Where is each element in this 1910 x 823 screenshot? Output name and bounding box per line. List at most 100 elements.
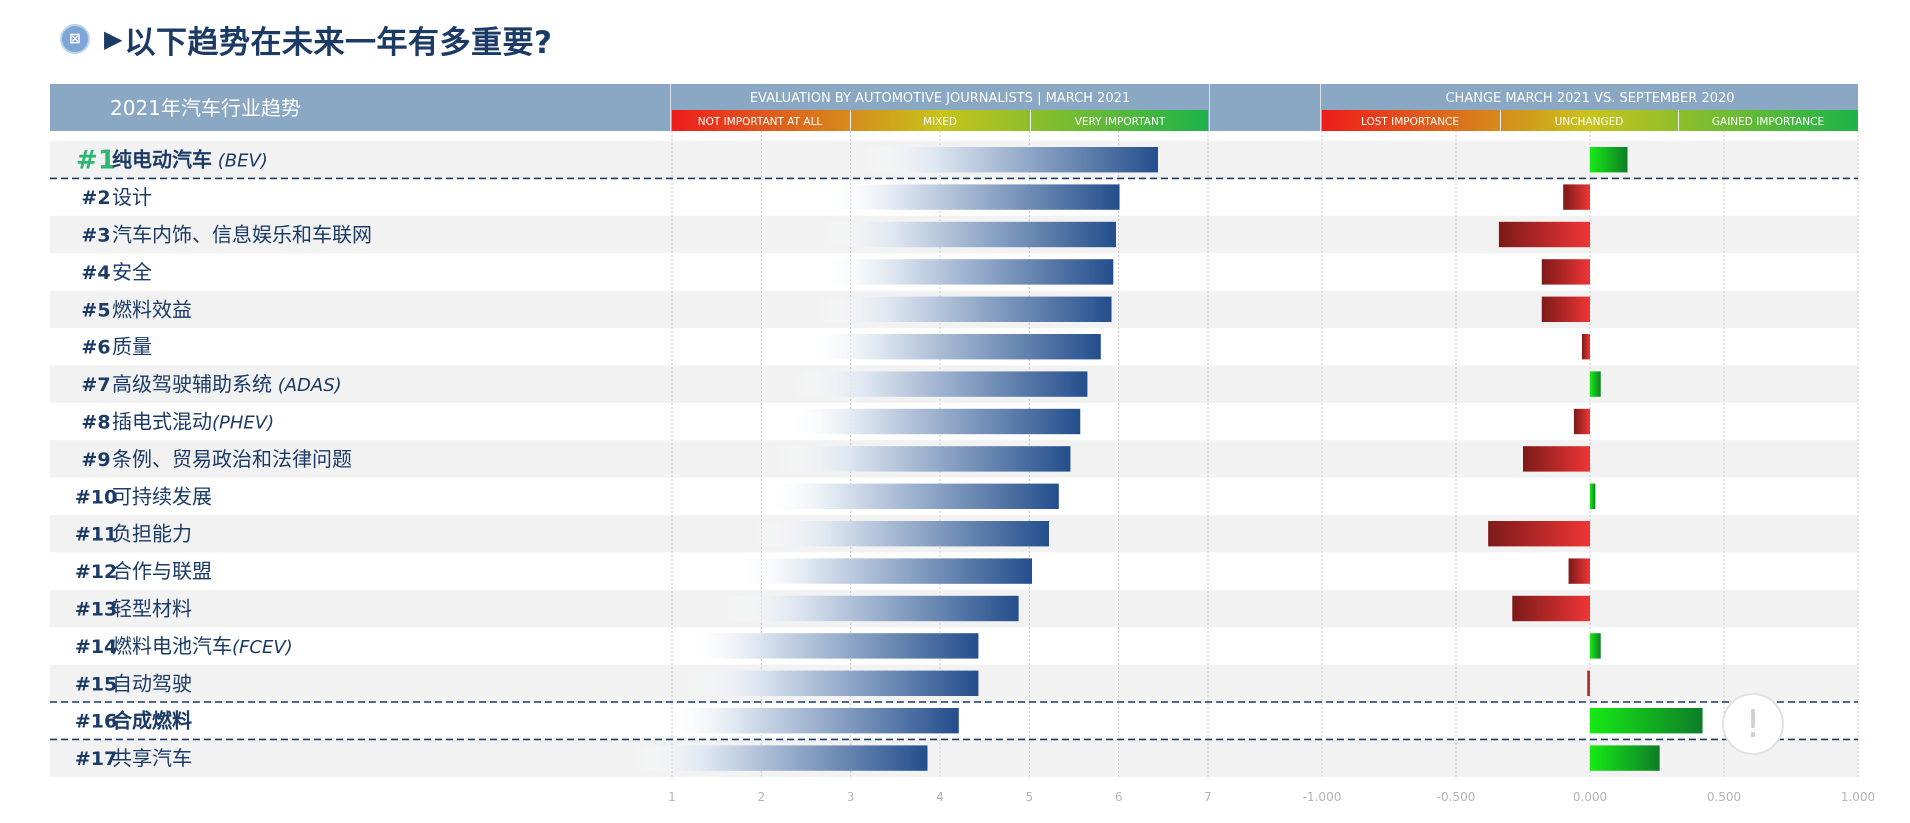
rank-label: #15 xyxy=(75,673,117,695)
rank-label: #3 xyxy=(81,225,110,247)
change-bar xyxy=(1590,147,1628,173)
evaluation-bar xyxy=(821,221,1116,248)
left-tick-label: 5 xyxy=(1026,790,1034,804)
trend-label: 质量 xyxy=(112,335,152,359)
change-bar xyxy=(1590,633,1601,659)
rank-label: #13 xyxy=(75,599,117,621)
trend-abbrev: (PHEV) xyxy=(212,413,274,434)
left-tick-label: 6 xyxy=(1115,790,1123,804)
change-bar xyxy=(1590,483,1596,509)
trend-name: 合作与联盟 xyxy=(112,559,212,583)
rank-label: #4 xyxy=(81,262,110,284)
evaluation-bar xyxy=(723,595,1019,622)
logo-icon: ⊠ xyxy=(60,24,90,54)
change-bar xyxy=(1590,371,1601,397)
rank-label: #16 xyxy=(75,711,117,733)
left-tick-label: 1 xyxy=(668,790,676,804)
evaluation-bar xyxy=(663,708,959,734)
trend-name: 条例、贸易政治和法律问题 xyxy=(112,447,352,471)
change-bar xyxy=(1590,708,1703,734)
trend-name: 轻型材料 xyxy=(112,597,192,621)
evaluation-bar xyxy=(816,296,1112,322)
trend-abbrev: (BEV) xyxy=(212,151,268,172)
trend-name: 高级驾驶辅助系统 xyxy=(112,372,272,396)
right-tick-label: -1.000 xyxy=(1303,790,1342,804)
evaluation-bar xyxy=(754,521,1049,547)
trend-label: 汽车内饰、信息娱乐和车联网 xyxy=(112,223,372,247)
rank-label: #10 xyxy=(75,486,117,508)
change-bar xyxy=(1581,334,1590,360)
trend-name: 自动驾驶 xyxy=(112,671,192,695)
rank-label: #17 xyxy=(75,748,117,770)
change-bar xyxy=(1541,296,1590,322)
scale-label-unchanged: UNCHANGED xyxy=(1555,116,1624,128)
trend-name: 汽车内饰、信息娱乐和车联网 xyxy=(112,223,372,247)
play-arrow-icon: ▶ xyxy=(104,25,123,53)
right-tick-label: 1.000 xyxy=(1841,790,1875,804)
rank-label: #7 xyxy=(81,374,110,396)
left-chart-title: EVALUATION BY AUTOMOTIVE JOURNALISTS | M… xyxy=(750,91,1130,106)
trend-name: 纯电动汽车 xyxy=(112,148,212,172)
right-tick-label: 0.000 xyxy=(1573,790,1607,804)
page-title: 以下趋势在未来一年有多重要? xyxy=(124,24,553,61)
rank-label: #6 xyxy=(81,337,110,359)
left-tick-label: 2 xyxy=(758,790,766,804)
trend-name: 共享汽车 xyxy=(112,746,192,770)
change-bar xyxy=(1498,221,1590,248)
right-chart-title: CHANGE MARCH 2021 VS. SEPTEMBER 2020 xyxy=(1445,91,1734,106)
evaluation-bar xyxy=(792,371,1088,397)
rank-label: #14 xyxy=(75,636,117,658)
evaluation-bar xyxy=(806,334,1101,360)
trend-label: 条例、贸易政治和法律问题 xyxy=(112,447,352,471)
trend-label: 设计 xyxy=(112,185,152,209)
trend-name: 插电式混动 xyxy=(112,410,212,434)
trend-name: 燃料效益 xyxy=(112,297,192,321)
evaluation-bar xyxy=(764,483,1059,509)
trend-label: 负担能力 xyxy=(112,522,192,546)
trend-label: 合作与联盟 xyxy=(112,559,212,583)
evaluation-bar xyxy=(683,633,979,659)
trend-label: 轻型材料 xyxy=(112,597,192,621)
rank-label: #12 xyxy=(75,561,117,583)
change-bar xyxy=(1488,521,1590,547)
trend-name: 燃料电池汽车 xyxy=(112,634,232,658)
page-header: ⊠ ▶ 以下趋势在未来一年有多重要? xyxy=(60,14,552,64)
rank-label: #5 xyxy=(81,299,110,321)
warning-icon[interactable]: ! xyxy=(1722,693,1784,755)
trend-abbrev: (FCEV) xyxy=(232,637,293,658)
evaluation-bar xyxy=(775,446,1071,472)
trend-label: 自动驾驶 xyxy=(112,671,192,695)
change-bar xyxy=(1573,408,1590,435)
left-tick-label: 3 xyxy=(847,790,855,804)
trend-label: 合成燃料 xyxy=(112,709,192,733)
trend-label: 燃料效益 xyxy=(112,297,192,321)
trend-name: 负担能力 xyxy=(112,522,192,546)
left-tick-label: 7 xyxy=(1204,790,1212,804)
evaluation-bar xyxy=(632,745,928,771)
right-tick-label: -0.500 xyxy=(1437,790,1476,804)
rank-label: #8 xyxy=(81,412,110,434)
change-bar xyxy=(1590,745,1660,771)
left-tick-label: 4 xyxy=(936,790,944,804)
change-bar xyxy=(1587,670,1590,696)
change-bar xyxy=(1512,595,1590,622)
scale-label-gained-importance: GAINED IMPORTANCE xyxy=(1712,116,1824,128)
rank-label: #2 xyxy=(81,187,110,209)
logo-glyph: ⊠ xyxy=(69,31,81,47)
scale-label-very-important: VERY IMPORTANT xyxy=(1075,116,1166,128)
scale-label-lost-importance: LOST IMPORTANCE xyxy=(1361,116,1459,128)
trend-label: 安全 xyxy=(112,260,152,284)
trend-name: 安全 xyxy=(112,260,152,284)
change-bar xyxy=(1523,446,1590,472)
change-bar xyxy=(1568,558,1590,584)
warning-glyph: ! xyxy=(1745,702,1761,746)
trend-abbrev: (ADAS) xyxy=(272,375,342,396)
evaluation-bar xyxy=(785,408,1081,435)
trend-label: 可持续发展 xyxy=(112,484,212,508)
trend-name: 可持续发展 xyxy=(112,484,212,508)
change-bar xyxy=(1541,259,1590,285)
rank-label: #1 xyxy=(76,146,116,176)
evaluation-bar xyxy=(863,147,1158,173)
evaluation-bar xyxy=(818,259,1114,285)
